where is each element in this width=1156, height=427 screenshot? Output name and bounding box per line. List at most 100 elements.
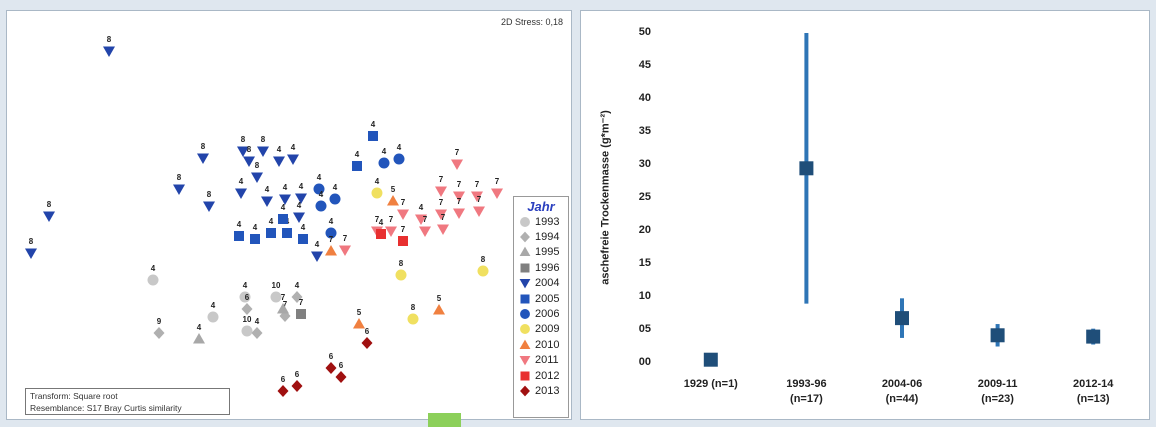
mds-point-1993 <box>207 311 219 323</box>
mds-point-2009 <box>395 269 407 281</box>
mds-point-label: 7 <box>283 300 288 309</box>
mds-point-2004 <box>197 153 209 164</box>
mds-point-1993 <box>270 291 282 303</box>
legend-item-1996: 1996 <box>514 260 568 275</box>
mds-point-label: 7 <box>401 225 406 234</box>
legend-year: 2010 <box>535 338 560 351</box>
mds-point-label: 4 <box>315 240 320 249</box>
x-tick-label: 1993-96 (n=17) <box>761 377 851 407</box>
mds-point-label: 4 <box>319 190 324 199</box>
mds-point-2005 <box>278 214 288 224</box>
mds-point-2004 <box>251 172 263 183</box>
mds-point-2010 <box>325 245 337 256</box>
mds-point-label: 8 <box>107 35 112 44</box>
mds-point-label: 4 <box>237 220 242 229</box>
x-tick-period: 1929 (n=1) <box>683 378 738 390</box>
mds-point-2013 <box>335 371 347 383</box>
mds-plot-panel: 8888888888444444444444444444444444410109… <box>6 10 572 420</box>
mds-point-2009 <box>477 265 489 277</box>
mds-point-2011 <box>473 206 485 217</box>
mds-point-2006 <box>329 193 341 205</box>
mds-point-label: 8 <box>247 145 252 154</box>
mds-point-2004 <box>279 194 291 205</box>
mds-point-label: 5 <box>391 185 396 194</box>
mds-point-label: 4 <box>397 143 402 152</box>
legend-year: 1994 <box>535 231 560 244</box>
mean-marker <box>895 311 909 326</box>
mds-point-1994 <box>153 327 165 339</box>
mds-point-label: 8 <box>29 237 34 246</box>
mds-point-2011 <box>397 209 409 220</box>
legend-item-2012: 2012 <box>514 368 568 383</box>
mds-point-label: 7 <box>401 198 406 207</box>
y-axis-label: aschefreie Trockenmasse (g*m⁻²) <box>599 110 612 285</box>
mds-point-2004 <box>103 46 115 57</box>
mds-point-label: 10 <box>272 281 281 290</box>
x-tick-period: 2009-11 <box>977 378 1018 390</box>
mds-point-2004 <box>243 156 255 167</box>
x-tick-label: 2012-14 (n=13) <box>1048 377 1138 407</box>
mds-point-2011 <box>435 186 447 197</box>
mds-point-label: 8 <box>411 303 416 312</box>
mds-point-label: 4 <box>255 317 260 326</box>
mds-point-2011 <box>435 209 447 220</box>
mds-point-2006 <box>315 200 327 212</box>
mds-point-2011 <box>415 214 427 225</box>
y-tick-label: 10 <box>638 290 651 302</box>
mds-point-2005 <box>250 234 260 244</box>
mds-point-label: 4 <box>277 145 282 154</box>
legend-marker <box>520 371 530 381</box>
mds-point-label: 4 <box>265 185 270 194</box>
y-tick-label: 35 <box>638 125 651 137</box>
mds-point-2010 <box>433 304 445 315</box>
mds-point-label: 6 <box>281 375 286 384</box>
y-tick-label: 45 <box>638 59 651 71</box>
mds-point-label: 7 <box>457 180 462 189</box>
legend-year: 1995 <box>535 246 560 259</box>
mds-point-label: 4 <box>297 201 302 210</box>
mds-point-label: 6 <box>339 361 344 370</box>
mds-point-2004 <box>311 251 323 262</box>
mds-point-2010 <box>353 318 365 329</box>
mds-point-label: 8 <box>481 255 486 264</box>
mds-point-label: 7 <box>439 198 444 207</box>
mds-point-1994 <box>241 303 253 315</box>
mds-point-label: 7 <box>439 175 444 184</box>
year-legend: Jahr 1993 1994 1995 1996 2004 2005 2006 2009 201… <box>513 196 569 418</box>
mds-point-label: 8 <box>399 259 404 268</box>
x-tick-count: (n=13) <box>1076 393 1110 405</box>
stress-label: 2D Stress: 0,18 <box>500 17 563 27</box>
mds-point-2004 <box>237 146 249 157</box>
mds-point-label: 6 <box>245 293 250 302</box>
mds-point-label: 4 <box>253 223 258 232</box>
legend-year: 2005 <box>535 292 560 305</box>
biomass-chart-panel: aschefreie Trockenmasse (g*m⁻²) 00 05 10 15… <box>580 10 1150 420</box>
mds-point-label: 4 <box>379 218 384 227</box>
mds-point-label: 4 <box>355 150 360 159</box>
legend-year: 2011 <box>535 354 559 367</box>
y-tick-label: 00 <box>638 356 651 368</box>
mds-point-label: 7 <box>457 197 462 206</box>
legend-year: 2009 <box>535 323 560 336</box>
mds-point-2005 <box>234 231 244 241</box>
mds-point-2010 <box>387 195 399 206</box>
mds-point-2004 <box>43 211 55 222</box>
mds-point-2013 <box>361 337 373 349</box>
legend-item-2009: 2009 <box>514 322 568 337</box>
mds-point-label: 6 <box>329 352 334 361</box>
mds-point-label: 8 <box>207 190 212 199</box>
legend-year: 2004 <box>535 277 560 290</box>
x-tick-period: 2012-14 <box>1073 378 1114 390</box>
legend-marker <box>520 216 530 227</box>
transform-box: Transform: Square root Resemblance: S17 … <box>25 388 230 415</box>
mean-marker <box>990 328 1005 343</box>
legend-item-2013: 2013 <box>514 383 568 398</box>
mds-point-1994 <box>291 291 303 303</box>
mds-point-1993 <box>239 291 251 303</box>
legend-marker <box>520 263 530 273</box>
legend-year: 1996 <box>535 261 560 274</box>
legend-item-1994: 1994 <box>514 229 568 244</box>
mds-point-label: 7 <box>423 215 428 224</box>
y-tick-label: 50 <box>638 26 651 38</box>
mds-point-2012 <box>376 229 386 239</box>
